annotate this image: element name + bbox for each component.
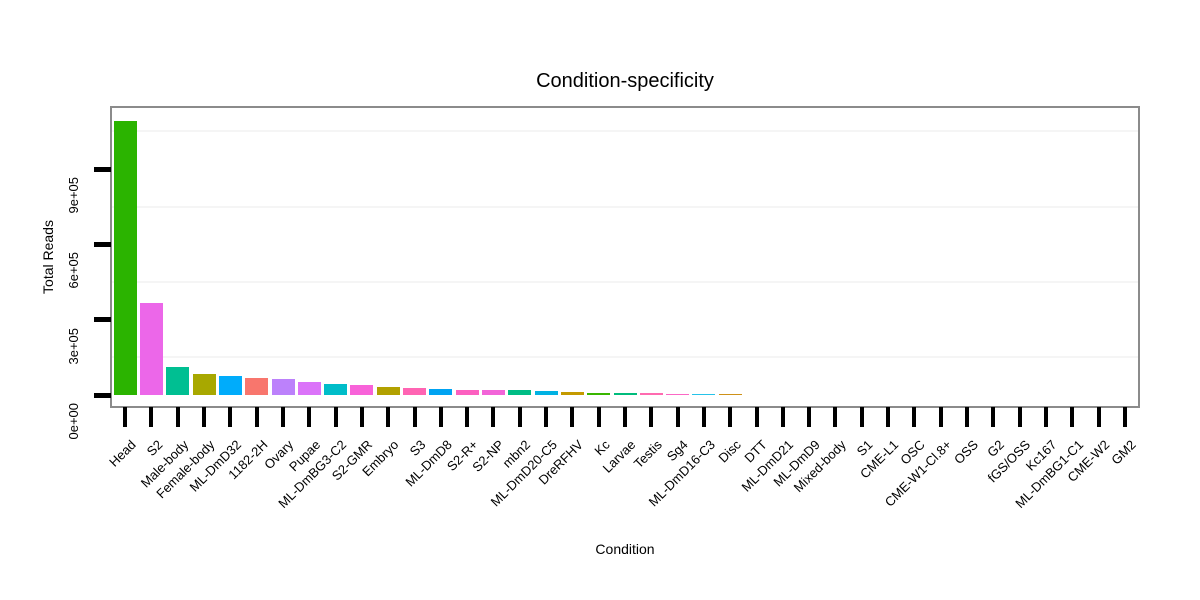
bar-embryo	[376, 387, 400, 395]
bar-ml-dmd16-c3	[692, 394, 716, 395]
x-axis-tick	[649, 407, 654, 427]
bar-ml-dmd20-c5	[534, 391, 558, 395]
bar-ml-dmd8	[429, 389, 453, 395]
x-axis-tick	[175, 407, 180, 427]
x-axis-tick	[1070, 407, 1075, 427]
bar-ml-dmbg3-c2	[324, 384, 348, 395]
x-axis-tick	[596, 407, 601, 427]
x-axis-tick	[491, 407, 496, 427]
minor-gridline	[112, 130, 1138, 133]
x-axis-title: Condition	[595, 541, 655, 557]
minor-gridline	[112, 205, 1138, 208]
x-axis-tick	[333, 407, 338, 427]
bar-larvae	[613, 393, 637, 395]
bar-disc	[718, 394, 742, 395]
x-tick-label: OSS	[950, 437, 981, 468]
x-axis-tick	[570, 407, 575, 427]
x-axis-tick	[228, 407, 233, 427]
bar-s2-r-	[455, 390, 479, 395]
y-tick-label: 0e+00	[66, 403, 81, 440]
x-axis-tick	[701, 407, 706, 427]
y-tick-label: 6e+05	[66, 252, 81, 289]
x-axis-tick	[465, 407, 470, 427]
bar-ml-dmd32	[218, 376, 242, 395]
bar-s2-np	[481, 390, 505, 395]
x-axis-tick	[807, 407, 812, 427]
x-axis-tick	[1043, 407, 1048, 427]
x-axis-tick	[386, 407, 391, 427]
x-axis-tick	[307, 407, 312, 427]
minor-gridline	[112, 281, 1138, 283]
plot-panel-border	[110, 106, 1140, 408]
bar-testis	[639, 393, 663, 395]
x-tick-label: Disc	[715, 437, 744, 466]
bar-sg4	[666, 394, 690, 395]
x-axis-tick	[149, 407, 154, 427]
bar-1182-2h	[245, 378, 269, 395]
bar-ovary	[271, 379, 295, 395]
bar-female-body	[192, 374, 216, 395]
x-axis-tick	[412, 407, 417, 427]
x-tick-label: Head	[106, 437, 139, 470]
x-axis-tick	[1096, 407, 1101, 427]
x-axis-tick	[754, 407, 759, 427]
bar-s3	[403, 388, 427, 395]
y-axis-tick	[94, 317, 111, 323]
x-axis-tick	[202, 407, 207, 427]
x-axis-tick	[965, 407, 969, 427]
x-axis-tick	[359, 407, 364, 427]
x-axis-tick	[517, 407, 522, 427]
x-axis-tick	[254, 407, 259, 427]
bar-s2-gmr	[350, 385, 374, 395]
bar-mbn2	[508, 390, 532, 395]
x-axis-tick	[1122, 407, 1127, 427]
bar-pupae	[297, 382, 321, 395]
x-axis-tick	[780, 407, 785, 427]
x-axis-tick	[438, 407, 443, 427]
y-tick-label: 9e+05	[66, 177, 81, 214]
x-axis-tick	[912, 407, 917, 427]
x-axis-tick	[544, 407, 549, 427]
x-tick-label: GM2	[1107, 437, 1139, 468]
x-axis-tick	[623, 407, 627, 427]
y-axis-title: Total Reads	[40, 220, 56, 294]
x-axis-tick	[728, 407, 733, 427]
y-tick-label: 3e+05	[66, 327, 81, 365]
x-axis-tick	[1017, 407, 1022, 427]
bar-male-body	[166, 367, 190, 395]
bar-head	[113, 121, 137, 395]
x-axis-tick	[833, 407, 838, 427]
y-axis-tick	[94, 166, 111, 172]
x-axis-tick	[938, 407, 943, 427]
x-axis-tick	[991, 407, 996, 427]
x-axis-tick	[886, 407, 891, 427]
bar-drerfhv	[560, 392, 584, 395]
y-axis-tick	[94, 392, 111, 398]
x-axis-tick	[675, 407, 680, 427]
chart-title: Condition-specificity	[536, 70, 714, 92]
x-axis-tick	[281, 407, 285, 427]
x-axis-tick	[123, 407, 128, 427]
bar-kc	[587, 393, 611, 395]
minor-gridline	[112, 356, 1138, 359]
x-tick-label: Testis	[630, 437, 665, 472]
bar-s2	[139, 303, 163, 395]
x-axis-tick	[859, 407, 864, 427]
plot-panel	[112, 108, 1138, 406]
y-axis-tick	[94, 241, 111, 247]
